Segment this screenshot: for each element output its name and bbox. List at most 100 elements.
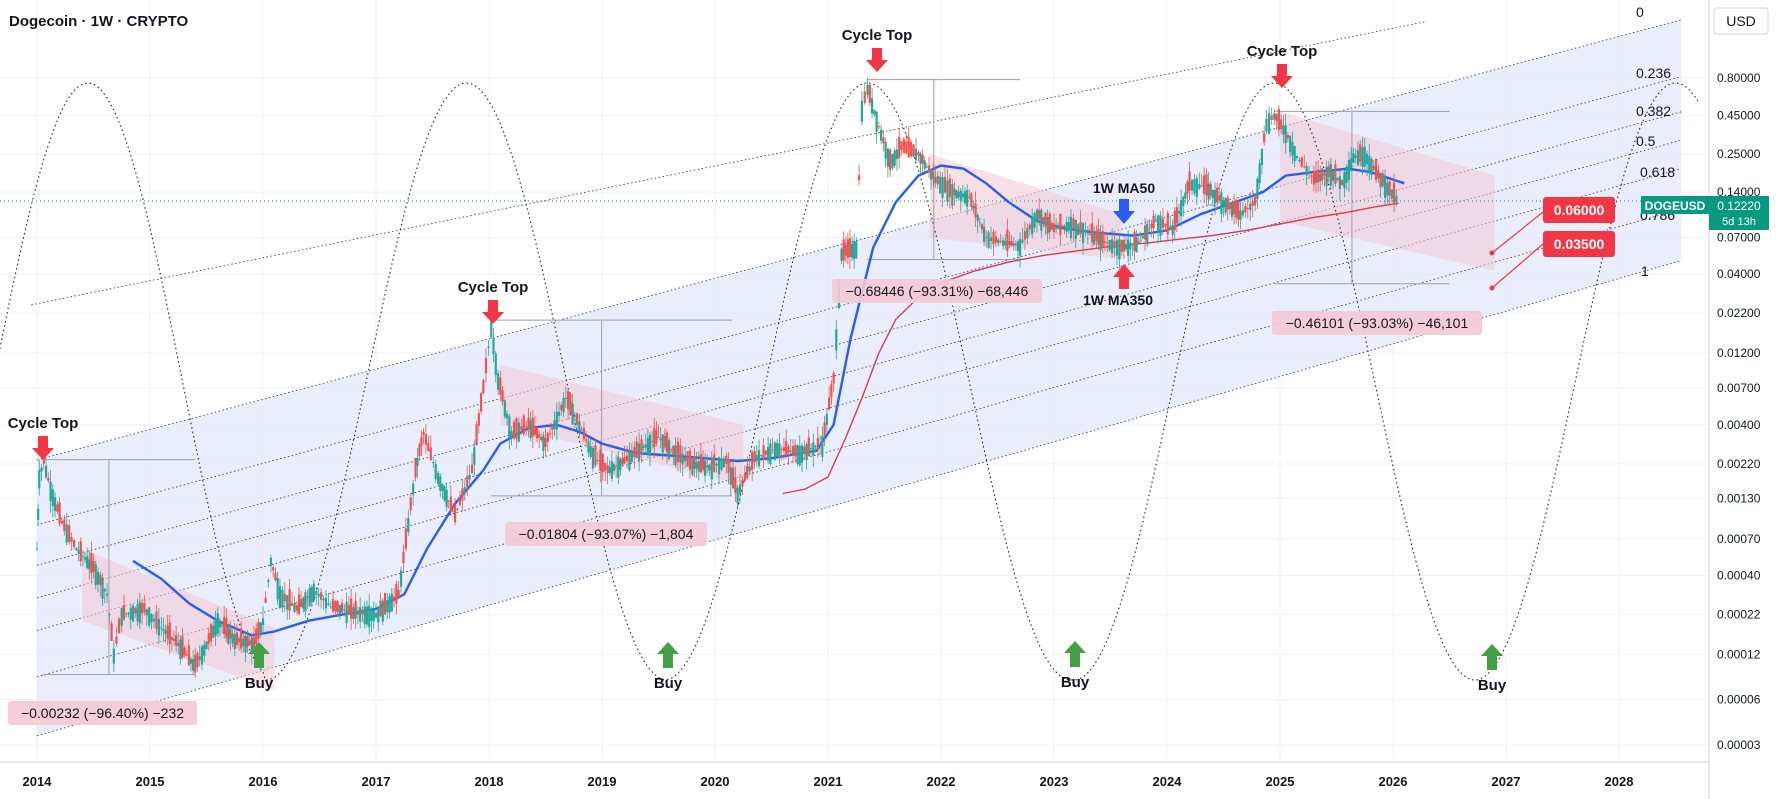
price-candle-body [1177, 210, 1181, 213]
price-candle-body [1091, 223, 1094, 243]
price-candle-body [288, 589, 291, 611]
price-candle-body [576, 413, 579, 425]
price-candle-body [157, 618, 160, 636]
price-candle-body [755, 455, 758, 461]
target-callout-1 [1543, 197, 1615, 223]
time-tick-label: 2017 [362, 774, 391, 789]
price-candle-body [907, 137, 910, 158]
price-candle-body [1390, 189, 1393, 199]
currency-button-frame[interactable] [1713, 7, 1769, 35]
price-candle-body [898, 136, 901, 158]
price-candle-body [848, 238, 852, 258]
price-candle-body [805, 444, 808, 461]
price-candle-body [553, 420, 556, 430]
price-candle-body [807, 437, 810, 457]
price-candle-body [1124, 244, 1128, 249]
price-candle-body [250, 637, 253, 654]
price-candle-body [850, 244, 854, 258]
price-candle-body [37, 508, 40, 520]
price-candle-body [930, 169, 933, 180]
price-candle-body [708, 464, 711, 471]
price-candle-body [1224, 198, 1227, 213]
price-candle-body [681, 453, 684, 465]
price-candle-body [1063, 226, 1066, 228]
price-candle-body [1325, 166, 1328, 186]
price-tick-label: 0.02200 [1717, 306, 1761, 320]
price-candle-body [501, 390, 504, 402]
price-candle-body [122, 605, 126, 620]
price-candle-body [919, 153, 922, 164]
price-candle-body [1303, 166, 1306, 168]
price-candle-body [235, 632, 238, 645]
price-candle-body [1314, 171, 1318, 183]
price-candle-body [1237, 201, 1240, 220]
price-candle-body [1323, 173, 1326, 176]
time-tick-label: 2024 [1153, 774, 1183, 789]
price-candle-body [1307, 172, 1311, 174]
price-candle-body [999, 240, 1002, 242]
price-candle-body [529, 420, 532, 439]
price-candle-body [437, 472, 440, 485]
price-candle-body [443, 486, 446, 501]
price-candle-body [961, 193, 964, 198]
price-candle-body [179, 639, 182, 660]
price-candle-body [738, 484, 742, 495]
price-candle-body [218, 620, 222, 628]
price-candle-body [1148, 228, 1151, 230]
ma350-line [782, 202, 1399, 495]
price-candle-body [722, 458, 725, 468]
price-candle-body [914, 148, 918, 161]
price-candle-body [748, 466, 751, 472]
price-candle-body [921, 154, 924, 164]
price-candle-body [564, 397, 567, 400]
price-candle-body [527, 417, 530, 430]
price-candle-body [567, 390, 570, 410]
price-candle-body [1347, 159, 1351, 180]
bear-zone-1 [82, 548, 275, 690]
price-candle-body [594, 445, 597, 466]
price-candle-body [1016, 241, 1020, 251]
price-candle-body [571, 403, 574, 425]
price-candle-body [582, 427, 586, 440]
price-candle-body [295, 605, 298, 612]
cycle-curves [0, 82, 1699, 681]
price-candle-body [1317, 169, 1320, 183]
fib-level-label: 0 [1636, 4, 1644, 20]
cycle-top-arrow [866, 48, 888, 72]
price-candle-body [1386, 182, 1389, 196]
time-tick-label: 2018 [475, 774, 504, 789]
price-candle-body [1265, 118, 1268, 132]
price-candle-body [1329, 164, 1332, 186]
price-candle-body [441, 484, 444, 491]
price-candle-body [484, 358, 488, 374]
price-candle-body [978, 222, 981, 224]
price-candle-body [832, 372, 835, 384]
currency-button[interactable]: USD [1726, 13, 1756, 29]
price-candle-body [246, 636, 249, 647]
price-candle-body [1186, 181, 1189, 194]
price-candle-body [642, 446, 645, 448]
price-candle-body [99, 574, 102, 585]
price-candle-body [83, 557, 87, 560]
price-candle-body [383, 592, 387, 615]
price-candle-body [741, 479, 744, 486]
price-candle-body [164, 630, 167, 635]
ma50-arrow [1113, 199, 1135, 224]
price-candle-body [917, 151, 920, 156]
price-candle-body [231, 633, 234, 644]
price-candle-body [1019, 239, 1022, 256]
price-candle-body [970, 193, 973, 207]
price-candle-body [352, 607, 355, 620]
price-candle-body [390, 593, 393, 612]
price-candle-body [760, 454, 763, 456]
price-candle-body [240, 628, 243, 649]
price-candle-body [1057, 226, 1060, 230]
price-tick-label: 0.80000 [1717, 71, 1761, 85]
price-candle-body [762, 445, 765, 460]
price-candle-body [463, 487, 466, 494]
price-candle-body [1026, 228, 1029, 239]
price-candle-body [992, 231, 995, 245]
price-candle-body [386, 599, 389, 612]
price-candle-body [1067, 222, 1070, 231]
